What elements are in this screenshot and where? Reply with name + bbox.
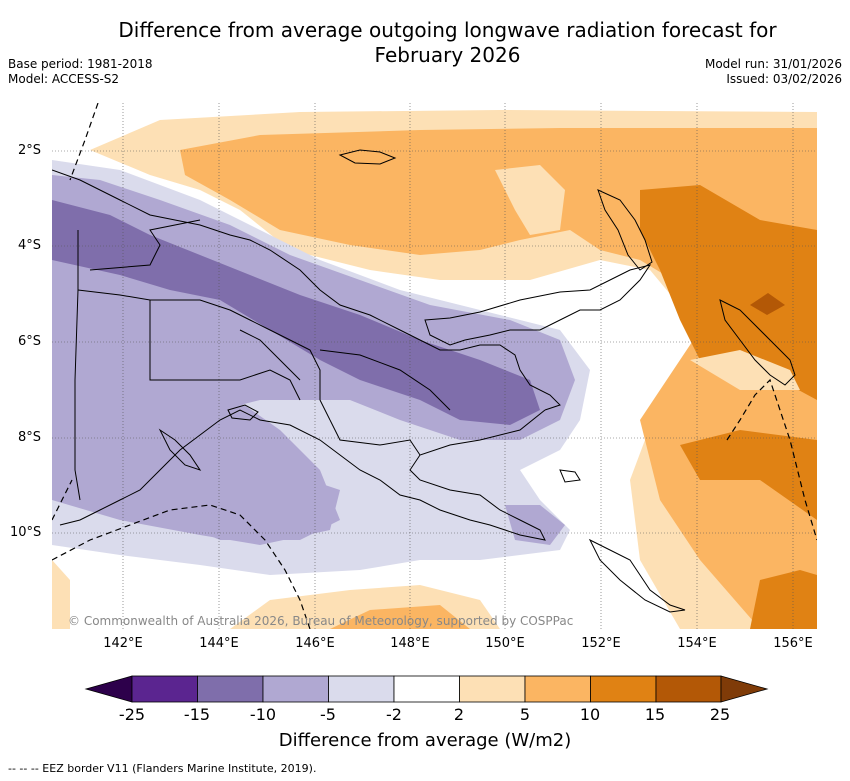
colorbar-tick: -25	[118, 705, 146, 724]
trobriand-islands	[559, 469, 581, 483]
title-line-2: February 2026	[374, 43, 521, 67]
positive-10-15-region	[640, 185, 817, 400]
positive-10-15-south	[680, 430, 817, 520]
louisiade-islands	[588, 538, 686, 613]
lon-label-156e: 156°E	[773, 636, 813, 651]
new-guinea-north-coast	[52, 169, 561, 411]
copyright-notice: © Commonwealth of Australia 2026, Bureau…	[68, 614, 574, 628]
colorbar-bin-neg10-neg5	[262, 675, 329, 703]
eez-northwest	[69, 103, 99, 181]
issued-date: Issued: 03/02/2026	[726, 72, 842, 86]
colorbar-tick: -5	[320, 705, 336, 724]
coastlines	[52, 149, 796, 613]
province-border-3	[149, 300, 301, 401]
lon-label-146e: 146°E	[295, 636, 335, 651]
province-border-2	[89, 219, 201, 271]
province-border-6	[239, 329, 301, 381]
colorbar-bin-10-15	[590, 675, 657, 703]
base-period: Base period: 1981-2018	[8, 57, 153, 71]
positive-west-corner	[52, 560, 70, 629]
borders	[74, 219, 451, 501]
colorbar-tick: 2	[453, 705, 465, 724]
bougainville	[719, 299, 796, 386]
map-title: Difference from average outgoing longwav…	[0, 18, 850, 68]
eez-west	[52, 479, 73, 521]
new-guinea-south-coast	[59, 409, 546, 541]
province-border-4	[329, 419, 421, 456]
lon-label-142e: 142°E	[103, 636, 143, 651]
colorbar-tick: -10	[249, 705, 277, 724]
positive-15-25-core	[750, 293, 785, 315]
lat-label-2s: 2°S	[18, 143, 42, 158]
colorbar-tick: 25	[709, 705, 731, 724]
colorbar-bin-2-5	[459, 675, 526, 703]
model-run: Model run: 31/01/2026	[704, 57, 842, 71]
colorbar-bin-neg25-neg15	[131, 675, 198, 703]
positive-10-15-southeast	[750, 570, 817, 629]
lat-label-4s: 4°S	[18, 238, 42, 253]
lat-label-10s: 10°S	[10, 525, 42, 540]
colorbar-bin-neg2-2	[393, 675, 460, 703]
colorbar-bin-neg15-neg10	[197, 675, 264, 703]
eez-borders	[52, 103, 817, 629]
meta-left: Base period: 1981-2018 Model: ACCESS-S2	[8, 57, 153, 87]
lon-label-144e: 144°E	[199, 636, 239, 651]
negative-5-10-west	[52, 320, 340, 540]
title-line-1: Difference from average outgoing longwav…	[118, 18, 777, 42]
colorbar-tick: 15	[644, 705, 666, 724]
lon-label-148e: 148°E	[390, 636, 430, 651]
colorbar-tick: -15	[183, 705, 211, 724]
international-border	[74, 230, 81, 501]
lat-label-6s: 6°S	[18, 334, 42, 349]
manus-island	[338, 149, 397, 165]
province-border-5	[319, 349, 451, 411]
lon-label-150e: 150°E	[485, 636, 525, 651]
graticule	[52, 103, 817, 629]
lon-label-152e: 152°E	[581, 636, 621, 651]
colorbar-tick: 10	[579, 705, 601, 724]
positive-2-5-island	[495, 165, 565, 235]
positive-south-coast-inner	[330, 605, 470, 629]
eez-southwest	[52, 504, 311, 629]
colorbar	[84, 675, 769, 703]
lat-label-8s: 8°S	[18, 430, 42, 445]
colorbar-tick: 5	[519, 705, 531, 724]
colorbar-label: Difference from average (W/m2)	[278, 730, 572, 751]
new-ireland	[597, 189, 653, 271]
colorbar-tick: -2	[386, 705, 402, 724]
inland-lake	[227, 404, 259, 421]
colorbar-bin-5-10	[524, 675, 591, 703]
colorbar-under-arrow	[84, 675, 133, 703]
province-border-1	[77, 289, 331, 421]
meta-right: Model run: 31/01/2026 Issued: 03/02/2026	[705, 57, 842, 87]
eez-footnote: -- -- -- EEZ border V11 (Flanders Marine…	[8, 762, 317, 775]
new-britain	[424, 264, 652, 346]
positive-2-5-inset	[690, 350, 800, 390]
negative-10-15-region	[52, 200, 540, 425]
colorbar-over-arrow	[720, 675, 769, 703]
lon-label-154e: 154°E	[677, 636, 717, 651]
eez-southeast	[726, 378, 817, 541]
map-fields	[52, 103, 817, 629]
fly-river-delta	[158, 428, 202, 471]
colorbar-bin-neg5-neg2	[328, 675, 395, 703]
model-name: Model: ACCESS-S2	[8, 72, 120, 86]
colorbar-bin-15-25	[655, 675, 722, 703]
